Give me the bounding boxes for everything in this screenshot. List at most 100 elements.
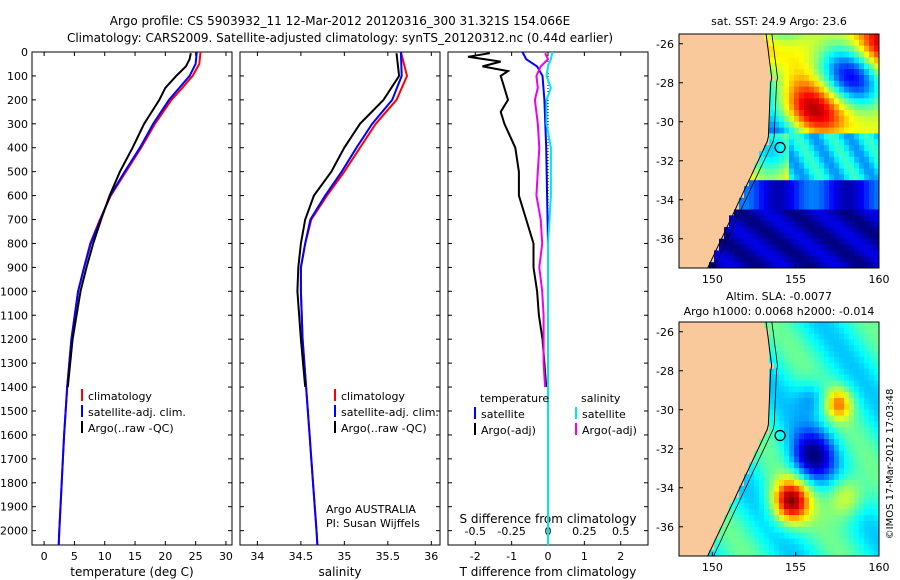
map-cell [784, 74, 790, 82]
map-cell [819, 39, 825, 47]
map-cell [849, 515, 855, 522]
map-cell [824, 497, 830, 504]
map-cell [814, 526, 820, 533]
map-cell [779, 409, 785, 416]
x-tick-label: 160 [869, 273, 890, 286]
map-cell [874, 538, 880, 545]
map-cell [859, 69, 865, 76]
map-cell [769, 456, 775, 463]
map-cell [859, 357, 865, 364]
x-tick-label: 20 [158, 550, 172, 563]
map-cell [789, 398, 795, 405]
map-cell [789, 139, 795, 146]
map-cell [794, 462, 800, 469]
map-cell [834, 444, 840, 452]
map-cell [774, 386, 780, 393]
map-cell [829, 191, 835, 199]
map-cell [784, 110, 790, 117]
map-cell [779, 380, 785, 387]
map-cell [839, 368, 845, 376]
y-tick-label: -26 [656, 326, 674, 339]
map-cell [814, 168, 820, 175]
map-cell [789, 156, 795, 164]
map-cell [814, 86, 820, 93]
map-cell [854, 474, 860, 481]
map-cell [794, 197, 800, 205]
map-cell [794, 133, 800, 140]
map-cell [769, 63, 775, 70]
map-cell [859, 215, 865, 222]
map-cell [854, 515, 860, 522]
map-cell [744, 503, 750, 510]
map-cell [749, 180, 755, 187]
map-cell [839, 209, 845, 216]
map-cell [859, 80, 865, 88]
map-cell [854, 374, 860, 381]
map-cell [789, 374, 795, 381]
map-cell [814, 368, 820, 376]
map-cell [809, 544, 815, 551]
map-cell [839, 520, 845, 528]
map-cell [839, 526, 845, 533]
map-cell [809, 403, 815, 411]
map-cell [819, 351, 825, 358]
map-cell [834, 374, 840, 381]
map-cell [739, 221, 745, 228]
map-cell [874, 133, 880, 140]
map-cell [784, 409, 790, 416]
map-cell [829, 409, 835, 416]
map-cell [794, 327, 800, 335]
map-cell [799, 474, 805, 481]
map-cell [809, 520, 815, 528]
map-cell [779, 439, 785, 446]
map-cell [844, 515, 850, 522]
map-cell [774, 345, 780, 352]
map-cell [784, 357, 790, 364]
y-tick-label: -34 [656, 482, 674, 495]
map-cell [799, 403, 805, 411]
map-cell [784, 221, 790, 228]
map-cell [849, 526, 855, 533]
map-cell [804, 151, 810, 158]
salinity-panel: 34 34.5 35 35.5 36salinityclimatologysatelli… [239, 51, 441, 579]
map-cell [864, 256, 870, 263]
map-cell [859, 544, 865, 551]
map-cell [839, 415, 845, 422]
map-cell [789, 115, 795, 123]
map-cell [849, 479, 855, 487]
map-cell [794, 392, 800, 399]
map-cell [799, 63, 805, 70]
map-cell [869, 550, 875, 557]
map-cell [819, 503, 825, 510]
map-cell [819, 386, 825, 393]
map-cell [834, 339, 840, 346]
map-cell [844, 439, 850, 446]
map-cell [864, 462, 870, 469]
map-cell [734, 526, 740, 533]
map-cell [799, 256, 805, 263]
x-tick-label: 0 [41, 550, 48, 563]
map-cell [829, 121, 835, 128]
map-cell [809, 74, 815, 82]
map-cell [869, 362, 875, 370]
map-cell [824, 550, 830, 557]
map-cell [774, 86, 780, 93]
map-cell [849, 104, 855, 111]
map-cell [824, 485, 830, 493]
map-cell [829, 127, 835, 134]
map-cell [854, 398, 860, 405]
map-cell [824, 121, 830, 128]
map-cell [769, 162, 775, 169]
map-cell [769, 133, 775, 140]
map-cell [839, 386, 845, 393]
map-cell [844, 139, 850, 146]
map-cell [839, 74, 845, 82]
map-cell [729, 544, 735, 551]
map-cell [854, 333, 860, 340]
map-cell [824, 244, 830, 251]
map-cell [739, 520, 745, 528]
series-line-2 [545, 51, 554, 545]
map-cell [799, 409, 805, 416]
map-cell [874, 127, 880, 134]
map-cell [829, 421, 835, 428]
